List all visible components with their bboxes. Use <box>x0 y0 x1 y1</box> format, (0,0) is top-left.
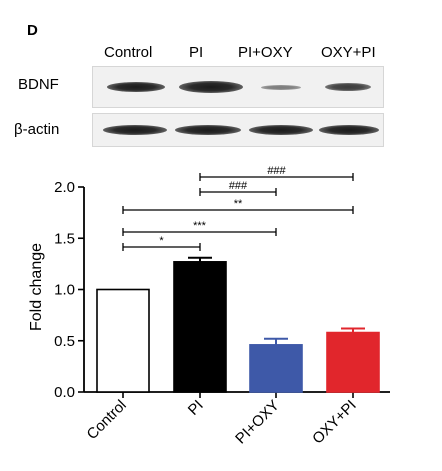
panel-letter: D <box>27 22 38 39</box>
lane-label-pi-oxy: PI+OXY <box>238 44 293 61</box>
bdnf-blot <box>92 66 384 108</box>
beta-actin-blot <box>92 113 384 147</box>
blot-row-label-bdnf: BDNF <box>18 76 59 93</box>
y-tick-label: 1.0 <box>54 282 75 299</box>
chart-bars <box>96 256 380 393</box>
blot-row-label-beta-actin: β-actin <box>14 121 60 138</box>
beta-actin-band-control <box>103 125 167 135</box>
lane-label-pi: PI <box>189 44 204 61</box>
bdnf-band-pi-oxy <box>261 85 301 90</box>
x-tick-label-pi-oxy: PI+OXY <box>232 397 283 448</box>
bar-pi <box>173 261 227 393</box>
bar-pi-oxy <box>249 344 303 393</box>
significance-brackets: ######****** <box>122 165 354 251</box>
x-tick-label-pi: PI <box>185 397 207 419</box>
lane-label-control: Control <box>104 44 153 61</box>
sig-control-vs-oxy-pi-label: ** <box>234 198 243 210</box>
y-tick-label: 0.5 <box>54 333 75 350</box>
y-axis-label: Fold change <box>28 243 45 331</box>
sig-control-vs-pi-label: * <box>159 235 164 247</box>
y-tick-label: 1.5 <box>54 230 75 247</box>
sig-pi-vs-pi-oxy-label: ### <box>229 180 248 192</box>
x-tick-labels: Control PI PI+OXY OXY+PI <box>84 397 360 448</box>
bar-oxy-pi <box>326 331 380 393</box>
bdnf-band-pi <box>179 81 243 93</box>
bar-control <box>96 288 150 393</box>
bdnf-band-control <box>107 82 165 92</box>
lane-label-oxy-pi: OXY+PI <box>321 44 376 61</box>
y-tick-label: 2.0 <box>54 179 75 196</box>
x-tick-label-control: Control <box>84 397 130 443</box>
beta-actin-band-oxy-pi <box>319 125 379 135</box>
bdnf-band-oxy-pi <box>325 83 371 91</box>
beta-actin-band-pi <box>175 125 241 135</box>
sig-pi-vs-oxy-pi-label: ### <box>267 165 286 177</box>
beta-actin-band-pi-oxy <box>249 125 313 135</box>
y-tick-label: 0.0 <box>54 384 75 401</box>
x-tick-label-oxy-pi: OXY+PI <box>309 397 360 448</box>
sig-control-vs-pi-oxy-label: *** <box>193 220 207 232</box>
